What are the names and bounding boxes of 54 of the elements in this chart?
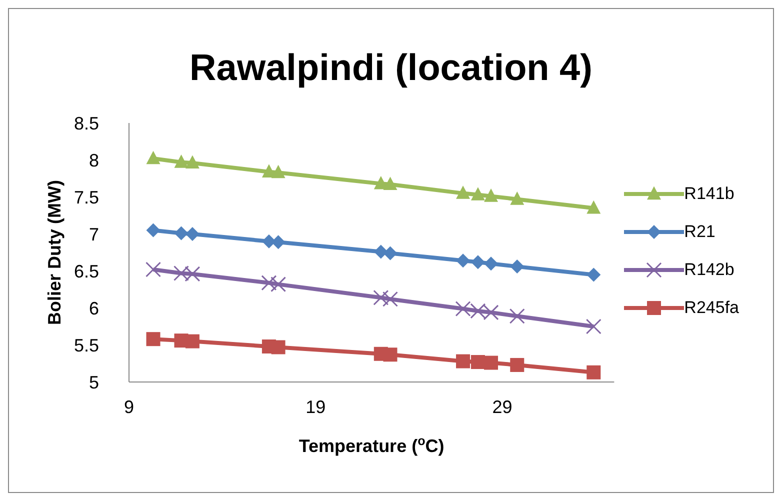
point [146, 150, 160, 164]
point [470, 187, 485, 200]
x-tick-label: 9 [124, 396, 134, 417]
point [185, 227, 200, 241]
point [484, 256, 498, 271]
y-tick-label: 7 [88, 224, 99, 244]
y-tick-label: 6 [88, 298, 99, 318]
legend-label: R141b [684, 184, 734, 204]
point [383, 348, 398, 362]
point [510, 358, 524, 372]
point [586, 365, 601, 380]
point [261, 275, 277, 291]
point [270, 276, 286, 292]
point [484, 188, 498, 202]
point [271, 235, 286, 250]
point [470, 355, 485, 370]
legend-label: R142b [684, 260, 734, 280]
y-tick-label: 6.5 [74, 261, 99, 282]
point [174, 226, 188, 240]
point [383, 246, 398, 260]
point [271, 164, 286, 178]
point [185, 155, 200, 169]
chart-title: Rawalpindi (location 4) [188, 47, 594, 89]
legend-label: R21 [684, 222, 716, 242]
point [146, 262, 162, 278]
point [510, 192, 524, 205]
point [510, 260, 524, 274]
point [373, 290, 389, 306]
point [185, 334, 200, 348]
point [174, 154, 188, 168]
point [456, 254, 470, 268]
point [509, 308, 525, 324]
point [271, 340, 286, 354]
y-tick-label: 5.5 [74, 335, 99, 356]
legend-label: R245fa [684, 298, 739, 318]
y-tick-label: 7.5 [74, 187, 99, 208]
point [146, 223, 160, 238]
point [586, 318, 602, 334]
y-tick-label: 8 [88, 150, 99, 170]
point [456, 354, 470, 368]
point [456, 186, 470, 199]
y-tick-label: 5 [88, 372, 99, 392]
y-axis-title: Bolier Duty (MW) [44, 180, 64, 325]
x-axis-title: Temperature ($^{o}$C) [298, 434, 444, 456]
point [586, 200, 601, 214]
x-tick-label: 29 [492, 396, 512, 417]
y-tick-label: 8.5 [74, 113, 99, 134]
x-tick-label: 19 [306, 396, 326, 417]
point [586, 268, 601, 282]
point [470, 255, 485, 270]
point [382, 291, 398, 307]
point [383, 176, 398, 190]
point [146, 332, 160, 346]
point [484, 356, 498, 370]
